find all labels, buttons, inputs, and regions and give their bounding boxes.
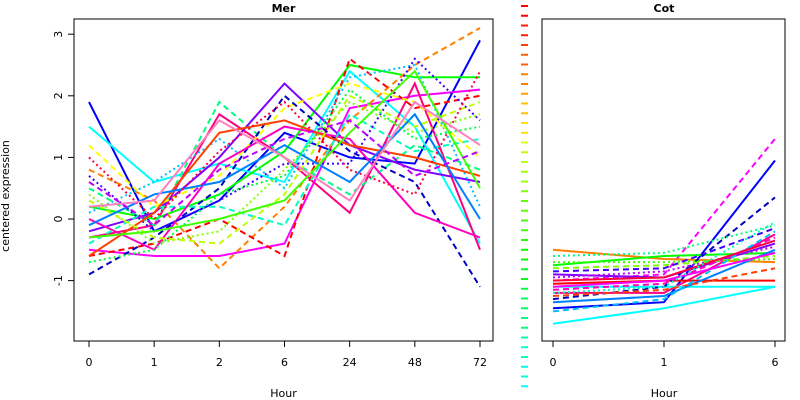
series-line-mer-4 <box>88 63 480 221</box>
series-line-cot-17 <box>553 258 776 264</box>
x-tick-label: 6 <box>772 356 779 369</box>
series-line-mer-21 <box>88 119 481 227</box>
y-axis-mer: -1 0 1 2 3 <box>52 31 74 286</box>
panel-mer: Mer 0 1 2 6 24 48 72 -1 0 1 2 3 Hour centered expr… <box>0 2 494 400</box>
series-line-mer-0 <box>88 39 481 233</box>
x-tick-label: 1 <box>151 356 158 369</box>
series-line-cot-18 <box>552 239 776 282</box>
series-line-mer-6 <box>88 57 481 258</box>
series-line-cot-0 <box>552 285 776 325</box>
series-line-mer-14 <box>88 112 481 245</box>
y-tick-label: 2 <box>52 92 65 99</box>
y-tick-label: 3 <box>52 31 65 38</box>
series-lines-mer <box>88 27 481 288</box>
x-tick-label: 24 <box>343 356 357 369</box>
x-tick-label: 72 <box>473 356 487 369</box>
series-line-mer-1 <box>88 88 481 257</box>
panel-title-mer: Mer <box>272 2 296 15</box>
series-line-mer-22 <box>88 88 481 264</box>
series-line-mer-12 <box>88 100 481 245</box>
series-line-cot-14 <box>552 267 776 297</box>
panel-title-cot: Cot <box>654 2 675 15</box>
x-axis-mer: 0 1 2 6 24 48 72 <box>86 341 487 369</box>
series-line-mer-23 <box>88 100 481 208</box>
series-line-mer-17 <box>88 94 481 245</box>
series-line-cot-20 <box>552 251 776 288</box>
x-axis-label-cot: Hour <box>651 387 678 400</box>
series-line-mer-18 <box>88 112 481 227</box>
y-tick-label: -1 <box>52 275 65 286</box>
series-line-cot-15 <box>552 245 776 279</box>
series-line-mer-19 <box>88 70 481 221</box>
series-lines-cot <box>552 138 776 325</box>
series-line-cot-3 <box>552 248 776 264</box>
x-tick-label: 6 <box>281 356 288 369</box>
series-line-cot-16 <box>552 230 776 313</box>
x-tick-label: 48 <box>408 356 422 369</box>
series-line-mer-9 <box>88 63 481 214</box>
series-line-cot-2 <box>552 138 776 282</box>
x-tick-label: 0 <box>550 356 557 369</box>
x-tick-label: 2 <box>216 356 223 369</box>
y-tick-label: 1 <box>52 154 65 161</box>
x-axis-cot: 0 1 6 <box>550 341 779 369</box>
series-line-cot-11 <box>552 224 776 257</box>
series-line-mer-7 <box>88 100 481 227</box>
series-line-mer-20 <box>88 69 481 239</box>
y-tick-label: 0 <box>52 216 65 223</box>
x-tick-label: 0 <box>86 356 93 369</box>
series-line-cot-21 <box>552 221 776 294</box>
series-line-mer-16 <box>88 119 481 257</box>
series-line-cot-19 <box>552 227 776 273</box>
plot-frame-mer <box>73 18 494 342</box>
y-axis-label: centered expression <box>0 140 12 252</box>
x-tick-label: 1 <box>661 356 668 369</box>
x-axis-label-mer: Hour <box>270 387 297 400</box>
series-line-cot-1 <box>552 159 776 310</box>
color-dash-separator <box>521 5 528 388</box>
panel-cot: Cot 0 1 6 Hour <box>541 2 786 400</box>
series-line-cot-13 <box>552 248 776 304</box>
